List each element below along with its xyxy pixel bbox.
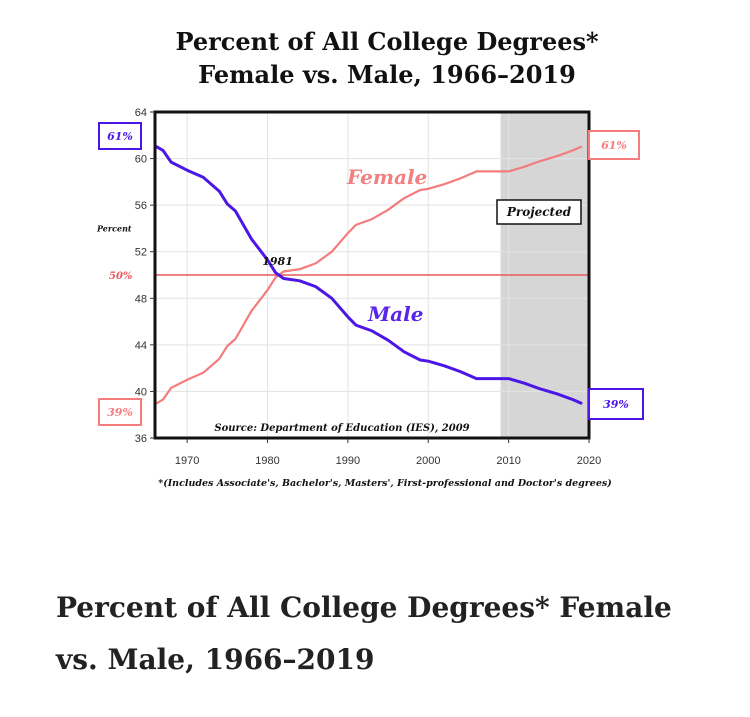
series-lines [153, 144, 583, 406]
chart-title-line-1: Percent of All College Degrees* [175, 27, 599, 56]
y-tick-label-56: 56 [135, 200, 147, 212]
figure-caption: Percent of All College Degrees* Female v… [56, 591, 672, 676]
female-end-value-text: 61% [601, 139, 627, 152]
series-line-male [153, 144, 583, 405]
y-tick-label-44: 44 [135, 340, 147, 352]
y-axis-label: Percent [96, 223, 132, 233]
male-end-value-box [588, 388, 644, 420]
female-start-value-text: 39% [107, 406, 133, 419]
y-tick-label-36: 36 [135, 433, 147, 445]
female-end-value-box [588, 130, 640, 160]
annotations: Female Male 1981 Projected Source: Departmen… [98, 122, 644, 489]
axes: 36 40 44 48 52 56 60 64 Percent 50% 1970 1980 1990 20… [96, 107, 601, 467]
male-start-value-text: 61% [107, 130, 133, 143]
x-tick-label-1980: 1980 [255, 455, 279, 467]
fifty-percent-label: 50% [109, 271, 133, 282]
source-note: Source: Department of Education (IES), 2… [214, 423, 469, 434]
x-tick-label-1990: 1990 [336, 455, 360, 467]
y-tick-label-48: 48 [135, 293, 147, 305]
x-tick-label-2010: 2010 [496, 455, 520, 467]
y-tick-label-64: 64 [135, 107, 147, 119]
footnote: *(Includes Associate's, Bachelor's, Mast… [158, 478, 612, 489]
x-tick-label-2000: 2000 [416, 455, 440, 467]
chart: Percent of All College Degrees* Female v… [96, 27, 644, 489]
projected-box [496, 199, 582, 225]
y-tick-label-60: 60 [135, 154, 147, 166]
projected-label: Projected [506, 205, 572, 219]
female-start-value-box [98, 398, 142, 426]
y-tick-label-40: 40 [135, 386, 147, 398]
male-end-value-text: 39% [603, 398, 629, 411]
y-tick-label-52: 52 [135, 247, 147, 259]
series-line-female [153, 145, 583, 406]
plot-frame [153, 110, 591, 440]
series-label-female: Female [346, 165, 427, 189]
series-label-male: Male [367, 302, 423, 326]
x-tick-label-2020: 2020 [577, 455, 601, 467]
x-tick-label-1970: 1970 [175, 455, 199, 467]
chart-title-line-2: Female vs. Male, 1966–2019 [198, 60, 576, 89]
crossover-label: 1981 [262, 255, 293, 268]
male-start-value-box [98, 122, 142, 150]
